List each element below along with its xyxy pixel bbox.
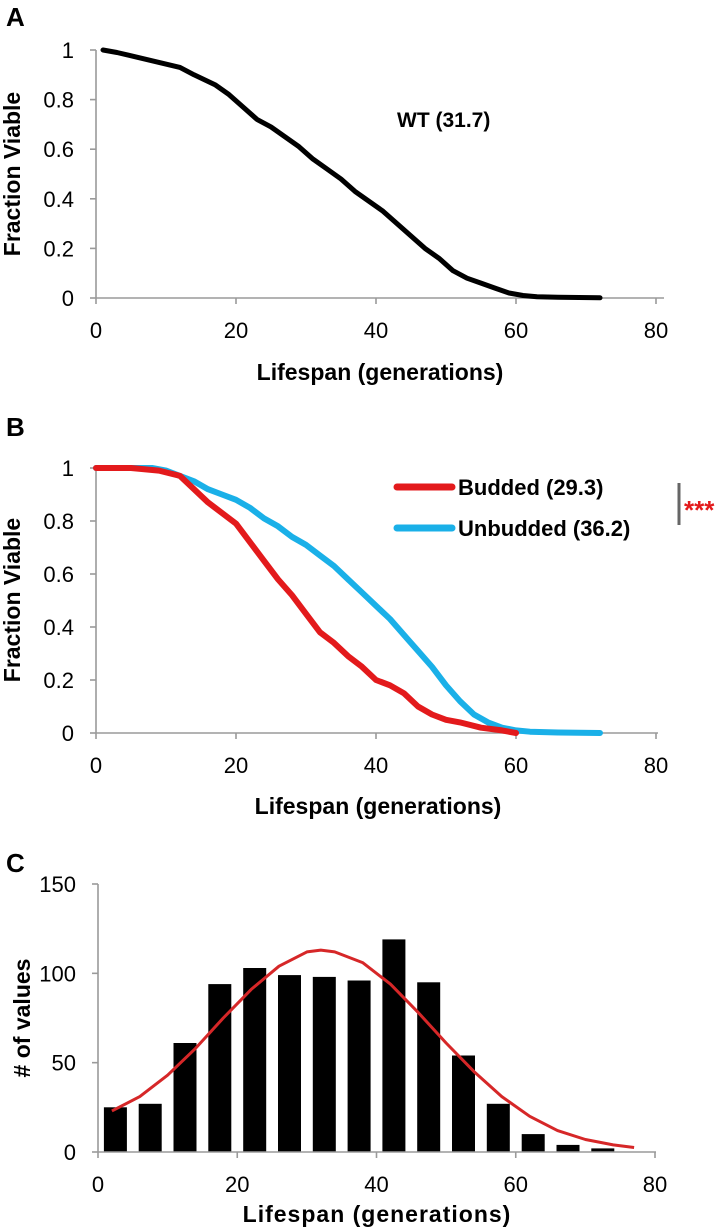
panel-c-y-tick-label: 50: [52, 1051, 76, 1076]
panel-b-x-tick-label: 60: [504, 753, 528, 778]
panel-a-x-tick-label: 80: [644, 318, 668, 343]
panel-a-y-tick-label: 0.8: [43, 88, 74, 113]
panel-b-y-tick-label: 0: [62, 721, 74, 746]
panel-b-x-tick-label: 80: [644, 753, 668, 778]
histogram-bar: [208, 984, 232, 1152]
panel-c: C 0 50 100 150 0 20 40 60 80 Lifespan (generati…: [6, 848, 667, 1227]
panel-c-fit-curve: [111, 948, 635, 1149]
panel-a-y-tick-label: 0.2: [43, 236, 74, 261]
histogram-bar: [556, 1144, 580, 1152]
panel-c-letter: C: [6, 848, 25, 878]
histogram-bar: [417, 982, 441, 1152]
panel-c-y-title: # of values: [9, 959, 35, 1078]
histogram-bar: [138, 1103, 162, 1152]
panel-c-x-ticks: 0 20 40 60 80: [92, 1152, 667, 1197]
panel-a: A 0 0.2 0.4 0.6 0.8 1 0 20 40 60 80 WT (31.7) Lif…: [0, 2, 668, 385]
panel-a-letter: A: [6, 2, 25, 32]
significance-stars: ***: [684, 495, 715, 525]
panel-c-x-tick-label: 40: [364, 1172, 388, 1197]
panel-a-x-title: Lifespan (generations): [257, 359, 504, 385]
histogram-bar: [452, 1055, 475, 1152]
histogram-bar: [347, 980, 371, 1152]
panel-a-y-tick-label: 1: [62, 38, 74, 63]
panel-a-y-tick-label: 0.6: [43, 137, 74, 162]
legend-budded-label: Budded (29.3): [458, 475, 603, 500]
panel-b-y-tick-label: 0.2: [43, 668, 74, 693]
histogram-bar: [521, 1134, 545, 1152]
panel-c-x-tick-label: 60: [504, 1172, 528, 1197]
panel-b-letter: B: [6, 412, 25, 442]
histogram-bar: [591, 1148, 615, 1152]
panel-c-y-tick-label: 0: [64, 1140, 76, 1165]
panel-a-y-tick-label: 0.4: [43, 187, 74, 212]
legend-unbudded-label: Unbudded (36.2): [458, 516, 630, 541]
panel-a-wt-line: [100, 47, 603, 301]
panel-b-x-tick-label: 40: [364, 753, 388, 778]
panel-b-x-ticks: 0 20 40 60 80: [90, 733, 668, 778]
histogram-bar: [486, 1103, 510, 1152]
panel-a-x-tick-label: 40: [364, 318, 388, 343]
panel-c-x-title: Lifespan (generations): [243, 1201, 512, 1227]
histogram-bar: [312, 976, 336, 1152]
panel-c-x-tick-label: 20: [225, 1172, 249, 1197]
panel-c-y-ticks: 0 50 100 150: [39, 872, 98, 1165]
panel-a-y-ticks: 0 0.2 0.4 0.6 0.8 1: [43, 38, 96, 311]
panel-c-x-tick-label: 80: [643, 1172, 667, 1197]
panel-b-budded-line: [93, 465, 519, 736]
panel-b-y-ticks: 0 0.2 0.4 0.6 0.8 1: [43, 456, 96, 746]
panel-a-x-tick-label: 60: [504, 318, 528, 343]
panel-c-x-tick-label: 0: [92, 1172, 104, 1197]
panel-a-y-tick-label: 0: [62, 286, 74, 311]
panel-b-y-tick-label: 0.8: [43, 509, 74, 534]
histogram-bar: [382, 939, 406, 1152]
panel-b-y-tick-label: 0.6: [43, 562, 74, 587]
panel-a-x-tick-label: 0: [90, 318, 102, 343]
panel-b-x-tick-label: 20: [224, 753, 248, 778]
panel-b: B 0 0.2 0.4 0.6 0.8 1 0 20 40 60 80 Budded (29.3)…: [0, 412, 715, 819]
panel-c-bars: [103, 939, 615, 1152]
panel-a-y-title: Fraction Viable: [0, 92, 25, 256]
histogram-bar: [103, 1107, 127, 1152]
panel-b-y-title: Fraction Viable: [0, 518, 25, 682]
panel-c-y-tick-label: 100: [39, 961, 76, 986]
histogram-bar: [173, 1043, 197, 1152]
panel-a-x-ticks: 0 20 40 60 80: [90, 298, 668, 343]
panel-b-unbudded-line: [93, 465, 603, 736]
panel-b-y-tick-label: 1: [62, 456, 74, 481]
panel-b-x-tick-label: 0: [90, 753, 102, 778]
panel-a-annotation: WT (31.7): [397, 109, 490, 132]
histogram-bar: [278, 975, 301, 1152]
panel-a-x-tick-label: 20: [224, 318, 248, 343]
histogram-bar: [243, 968, 267, 1152]
panel-b-x-title: Lifespan (generations): [255, 793, 502, 819]
panel-b-y-tick-label: 0.4: [43, 615, 74, 640]
panel-c-y-tick-label: 150: [39, 872, 76, 897]
